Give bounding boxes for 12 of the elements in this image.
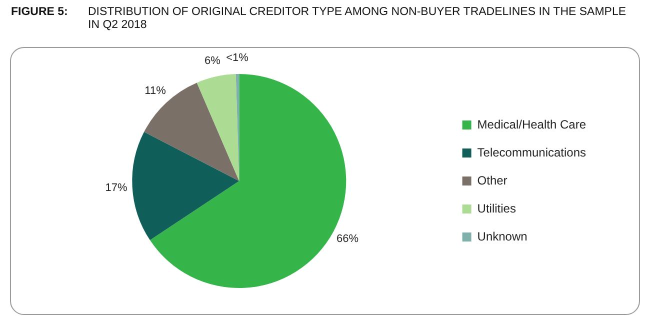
legend-label: Other xyxy=(477,173,508,188)
data-label: <1% xyxy=(226,52,249,64)
caption: FIGURE 5: xyxy=(11,6,68,18)
chart-title: DISTRIBUTION OF ORIGINAL CREDITOR TYPE AMONG NON-BUYER TRADELINES IN THE SAMPLE IN Q2 2018 xyxy=(88,6,628,32)
legend-label: Utilities xyxy=(477,201,516,216)
legend-label: Telecommunications xyxy=(477,145,586,160)
data-label: 6% xyxy=(204,54,221,67)
legend-label: Medical/Health Care xyxy=(477,117,586,132)
legend-label: Unknown xyxy=(477,229,528,244)
data-label: 66% xyxy=(336,233,359,246)
data-label: 11% xyxy=(144,85,166,98)
data-label: 17% xyxy=(105,182,128,194)
